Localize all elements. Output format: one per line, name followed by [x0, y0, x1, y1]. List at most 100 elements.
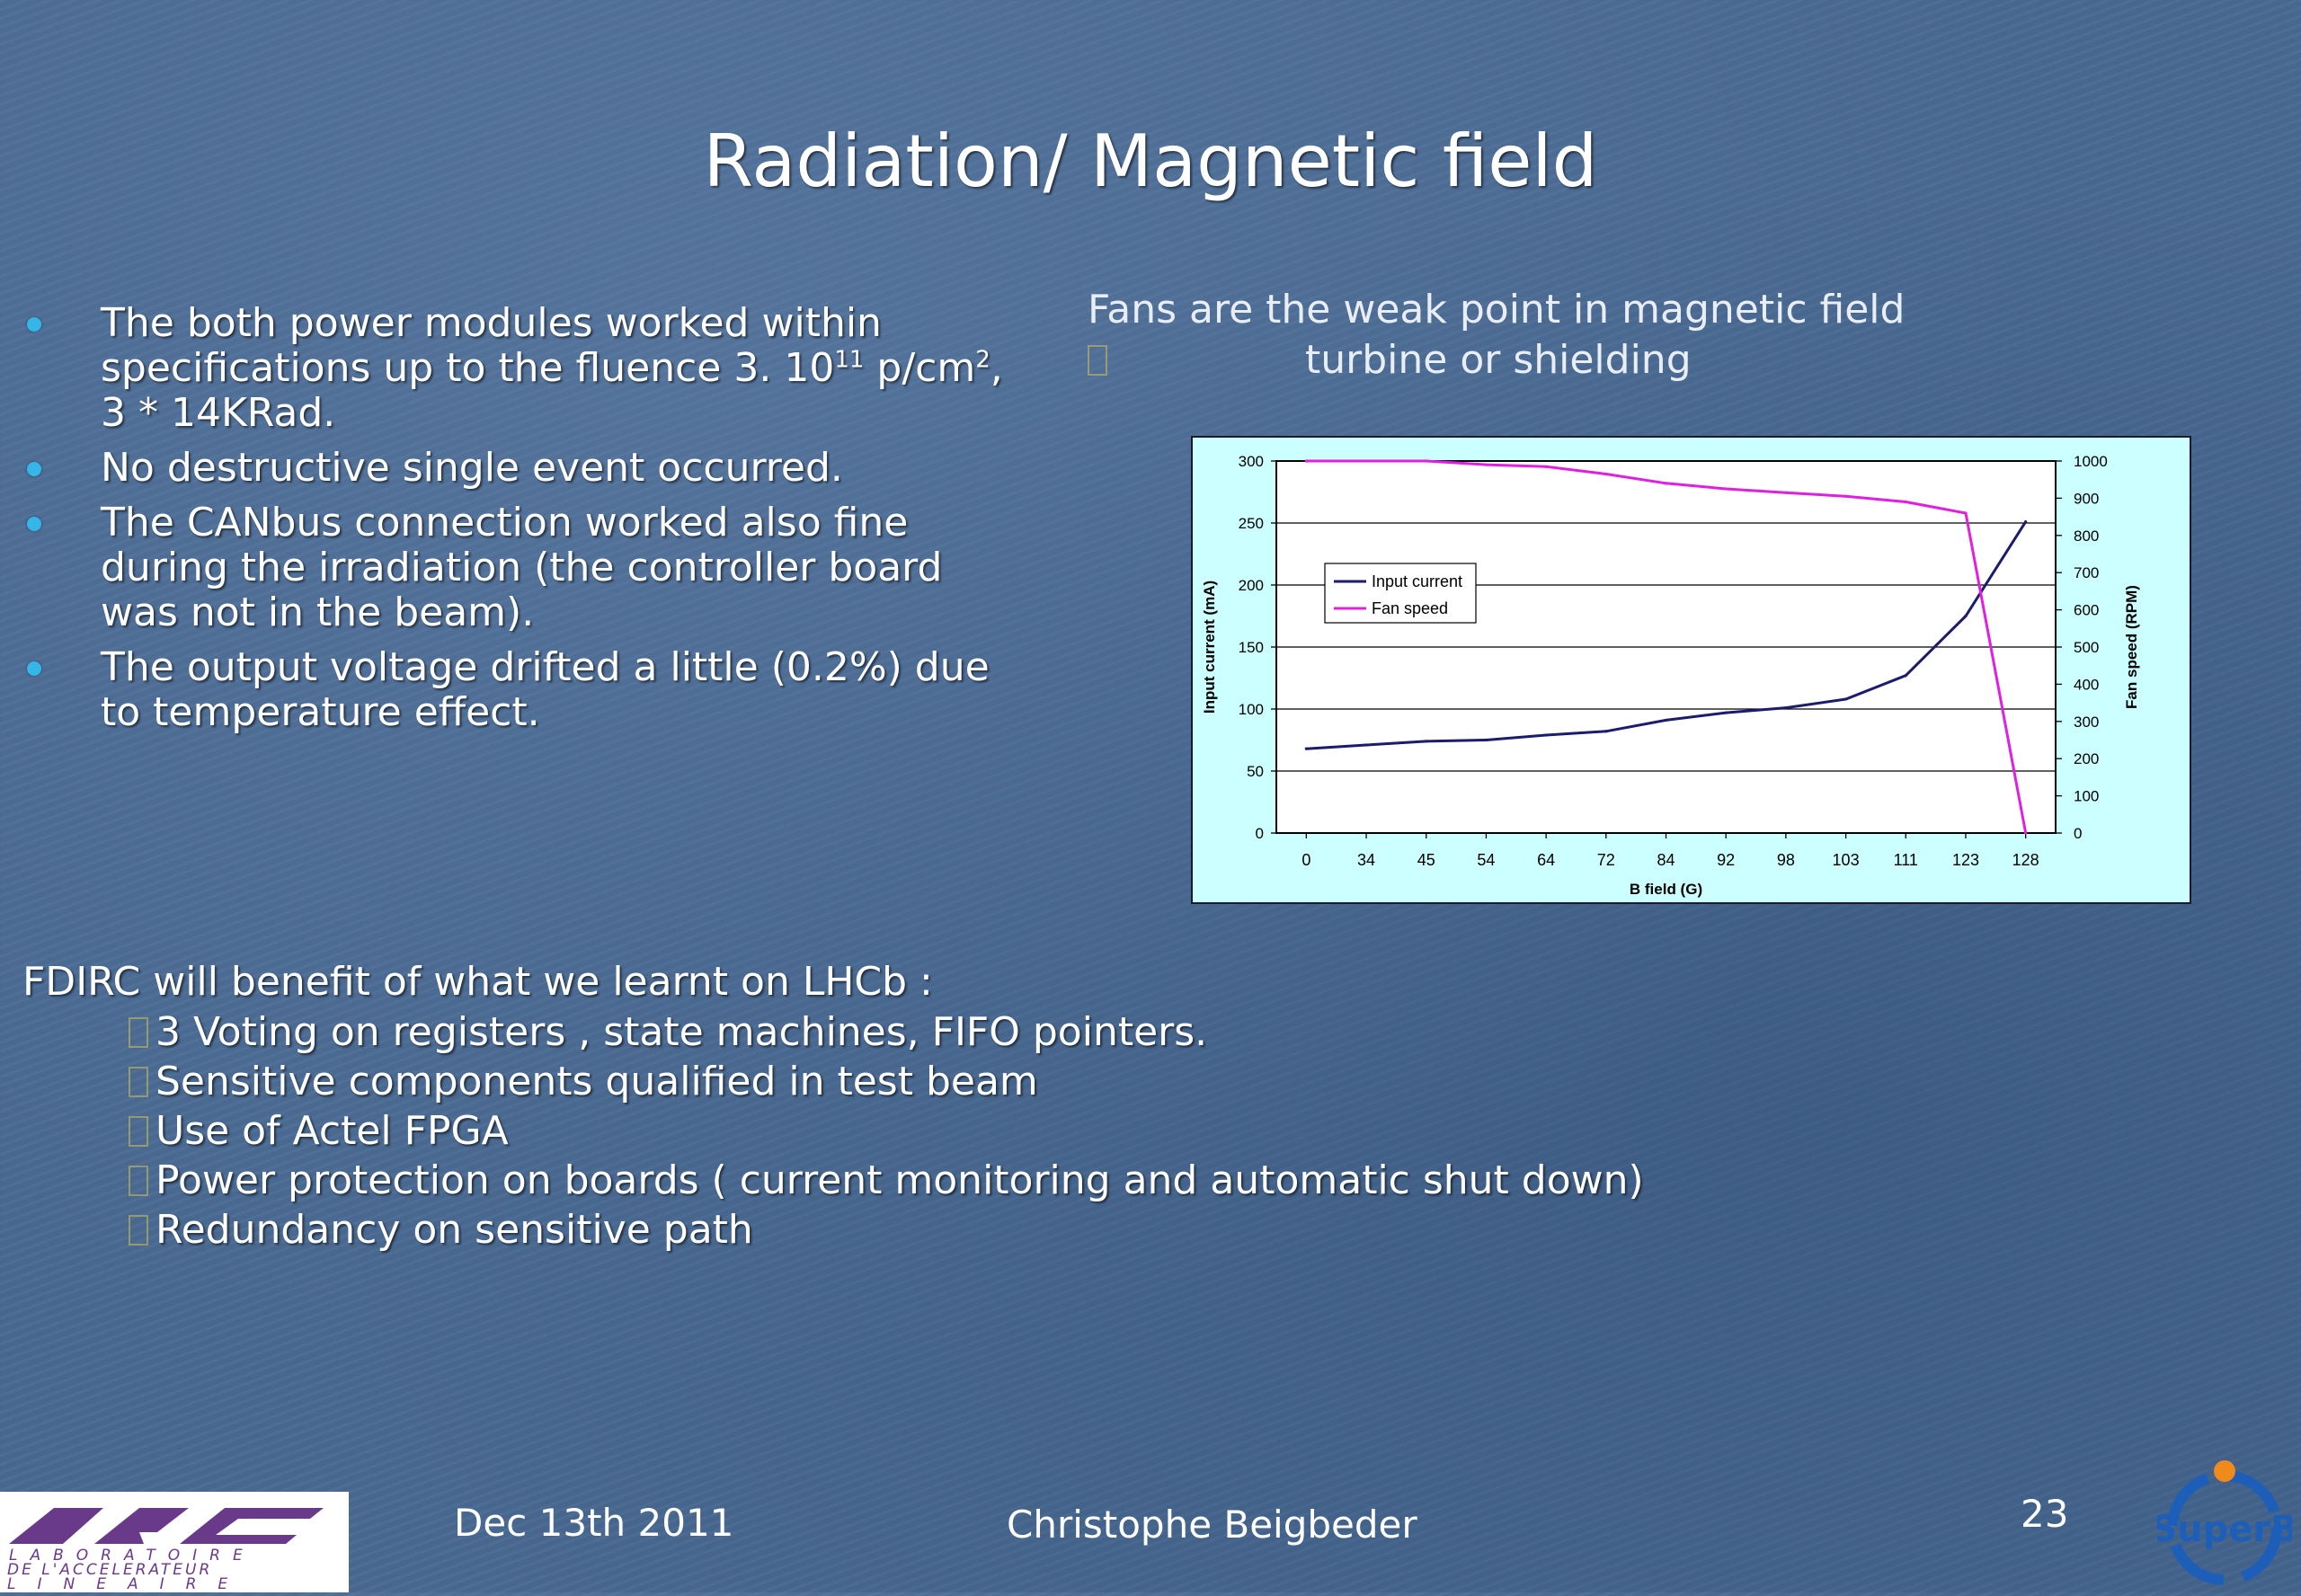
y-right-tick-label: 600	[2074, 602, 2099, 619]
lal-logo-text: LABORATOIRE	[9, 1547, 255, 1565]
page-number: 23	[2021, 1492, 2069, 1536]
bullet-dot-icon	[27, 317, 41, 332]
benefit-text: 3 Voting on registers , state machines, …	[155, 1009, 1208, 1055]
legend-box	[1324, 563, 1477, 624]
data-point	[1484, 738, 1488, 742]
data-point	[1544, 733, 1548, 737]
chart-svg: 0 50 100 150 200 250 300 0 100 200 300 400 500 600 700…	[1201, 453, 2140, 898]
data-point	[1425, 459, 1428, 463]
data-point	[1425, 740, 1428, 743]
y-right-tick-label: 200	[2074, 750, 2099, 767]
benefit-text: Redundancy on sensitive path	[155, 1207, 753, 1253]
x-tick-label: 84	[1657, 851, 1675, 869]
data-point	[1484, 463, 1488, 466]
y-right-tick-label: 0	[2074, 825, 2082, 842]
data-point	[1904, 674, 1907, 678]
lal-logo: LABORATOIRE DE L'ACCELERATEUR LINEAIRE	[0, 1492, 349, 1593]
arrow-placeholder-icon	[129, 1215, 148, 1246]
x-tick-label: 54	[1477, 851, 1495, 869]
legend-label: Input current	[1372, 572, 1462, 590]
data-point	[1964, 511, 1968, 515]
data-point	[2024, 520, 2028, 524]
bullet-item: The CANbus connection worked also fine d…	[27, 501, 1007, 635]
y-right-tick-label: 800	[2074, 528, 2099, 545]
data-point	[1724, 711, 1728, 714]
bullet-text: , 3 * 14KRad.	[101, 345, 1003, 436]
y-right-tick-label: 300	[2074, 714, 2099, 731]
data-point	[1604, 730, 1608, 733]
y-tick-label: 200	[1239, 577, 1264, 594]
data-point	[1664, 718, 1668, 723]
bullet-text: The CANbus connection worked also fine d…	[101, 500, 943, 635]
data-point	[1364, 743, 1368, 747]
footer-date: Dec 13th 2011	[454, 1501, 734, 1545]
y-right-axis-label: Fan speed (RPM)	[2123, 585, 2140, 709]
benefit-item: Use of Actel FPGA	[22, 1106, 1644, 1156]
data-point	[1784, 491, 1788, 494]
arrow-placeholder-icon	[129, 1166, 148, 1196]
data-point	[2024, 831, 2028, 835]
benefit-text: Sensitive components qualified in test b…	[155, 1059, 1038, 1104]
slide-title: Radiation/ Magnetic field	[703, 120, 1598, 203]
data-point	[1843, 697, 1848, 701]
data-point	[1664, 482, 1668, 485]
bullet-text: The output voltage drifted a little (0.2…	[101, 644, 990, 735]
bullet-text: The both power modules worked within spe…	[101, 300, 882, 391]
bullet-item: The both power modules worked within spe…	[27, 301, 1007, 436]
fans-heading: Fans are the weak point in magnetic fiel…	[1088, 287, 1906, 332]
bullet-dot-icon	[27, 661, 41, 676]
benefit-text: Use of Actel FPGA	[155, 1108, 509, 1154]
benefit-item: Redundancy on sensitive path	[22, 1205, 1644, 1255]
x-tick-label: 34	[1357, 851, 1375, 869]
y-axis-label: Input current (mA)	[1201, 581, 1218, 714]
x-tick-label: 0	[1302, 851, 1310, 869]
arrow-placeholder-icon	[129, 1067, 148, 1097]
bullet-list: The both power modules worked within spe…	[27, 301, 1007, 745]
x-tick-label: 128	[2012, 851, 2039, 869]
x-axis-label: B field (G)	[1630, 881, 1702, 898]
arrow-placeholder-icon	[1088, 345, 1107, 376]
bullet-item: No destructive single event occurred.	[27, 446, 1007, 491]
y-tick-label: 100	[1239, 701, 1264, 718]
y-right-tick-label: 400	[2074, 676, 2099, 693]
arrow-placeholder-icon	[129, 1116, 148, 1147]
fans-subline: turbine or shielding	[1088, 336, 1692, 385]
superb-logo-text: SuperB	[2157, 1509, 2292, 1550]
bullet-item: The output voltage drifted a little (0.2…	[27, 645, 1007, 735]
y-tick-label: 150	[1239, 639, 1264, 656]
y-right-tick-label: 700	[2074, 564, 2099, 581]
y-tick-label: 0	[1256, 825, 1264, 842]
bullet-text: p/cm	[864, 345, 976, 391]
legend-label: Fan speed	[1372, 599, 1448, 617]
x-tick-label: 98	[1777, 851, 1795, 869]
benefit-text: Power protection on boards ( current mon…	[155, 1157, 1644, 1203]
bullet-dot-icon	[27, 462, 41, 476]
x-tick-label: 72	[1597, 851, 1615, 869]
x-tick-label: 103	[1833, 851, 1860, 869]
y-right-tick-label: 500	[2074, 639, 2099, 656]
bullet-dot-icon	[27, 517, 41, 531]
data-point	[1544, 465, 1548, 468]
x-tick-label: 64	[1537, 851, 1555, 869]
bullet-text: No destructive single event occurred.	[101, 445, 843, 491]
y-right-tick-label: 1000	[2074, 453, 2108, 470]
x-tick-label: 45	[1417, 851, 1435, 869]
data-point	[1304, 459, 1308, 463]
superscript: 11	[834, 346, 865, 374]
benefit-item: Power protection on boards ( current mon…	[22, 1156, 1644, 1205]
data-point	[1964, 614, 1968, 618]
benefit-item: 3 Voting on registers , state machines, …	[22, 1007, 1644, 1057]
arrow-placeholder-icon	[129, 1017, 148, 1048]
benefit-item: Sensitive components qualified in test b…	[22, 1057, 1644, 1106]
y-tick-label: 300	[1239, 453, 1264, 470]
fans-subline-text: turbine or shielding	[1305, 337, 1692, 383]
benefits-block: FDIRC will benefit of what we learnt on …	[22, 957, 1644, 1255]
y-right-tick-label: 900	[2074, 490, 2099, 507]
fan-chart: 0 50 100 150 200 250 300 0 100 200 300 400 500 600 700…	[1191, 436, 2191, 904]
y-right-tick-label: 100	[2074, 788, 2099, 805]
superscript: 2	[975, 346, 991, 374]
x-tick-label: 92	[1717, 851, 1735, 869]
data-point	[1843, 494, 1848, 498]
data-point	[1604, 472, 1608, 476]
data-point	[1724, 487, 1728, 491]
